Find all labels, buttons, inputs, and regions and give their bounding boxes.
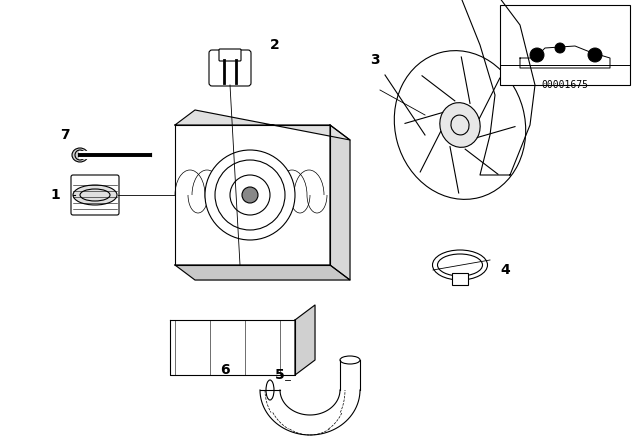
Ellipse shape — [73, 185, 117, 205]
Ellipse shape — [433, 250, 488, 280]
Text: 3: 3 — [370, 53, 380, 67]
Polygon shape — [170, 320, 295, 375]
Polygon shape — [175, 110, 350, 140]
Ellipse shape — [72, 148, 88, 162]
Circle shape — [530, 48, 544, 62]
Ellipse shape — [394, 51, 525, 199]
Polygon shape — [175, 125, 330, 265]
Text: 6: 6 — [220, 363, 230, 377]
Text: 7: 7 — [60, 128, 70, 142]
Polygon shape — [175, 265, 350, 280]
Bar — [500, 5, 630, 85]
Text: 2: 2 — [270, 38, 280, 52]
Text: 5: 5 — [275, 368, 285, 382]
Circle shape — [205, 150, 295, 240]
Ellipse shape — [440, 103, 480, 147]
FancyBboxPatch shape — [219, 49, 241, 61]
Polygon shape — [295, 305, 315, 375]
FancyBboxPatch shape — [209, 50, 251, 86]
Circle shape — [588, 48, 602, 62]
Text: 4: 4 — [500, 263, 510, 277]
FancyBboxPatch shape — [71, 175, 119, 215]
Bar — [452, 273, 468, 285]
Text: 1: 1 — [50, 188, 60, 202]
Text: 00001675: 00001675 — [541, 80, 589, 90]
Polygon shape — [330, 125, 350, 280]
Circle shape — [242, 187, 258, 203]
Circle shape — [555, 43, 565, 53]
